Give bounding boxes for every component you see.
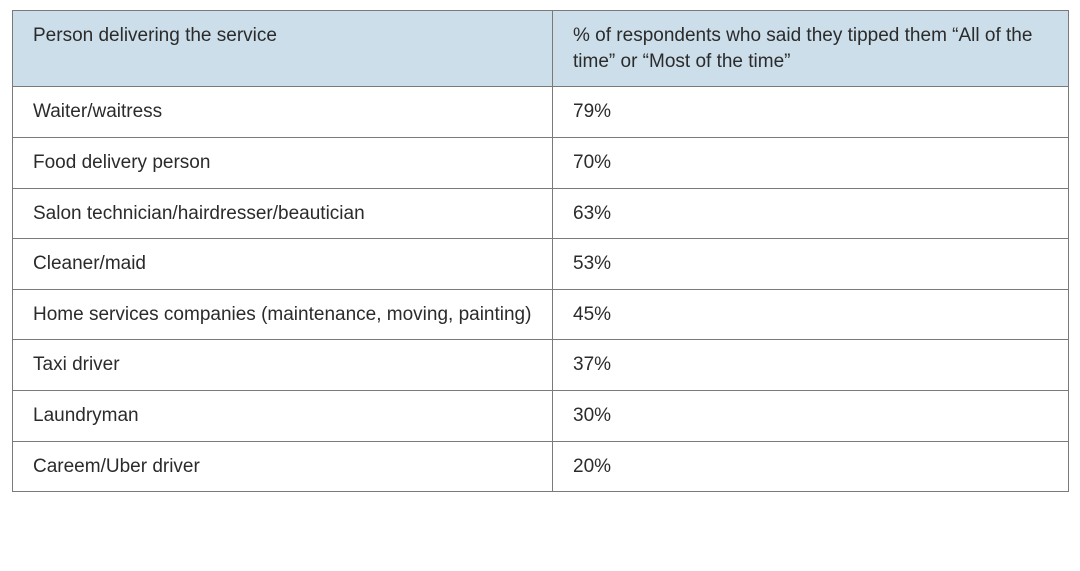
table-row: Waiter/waitress 79% bbox=[13, 87, 1069, 138]
cell-percent: 53% bbox=[553, 239, 1069, 290]
table-row: Cleaner/maid 53% bbox=[13, 239, 1069, 290]
table-row: Taxi driver 37% bbox=[13, 340, 1069, 391]
table-row: Home services companies (maintenance, mo… bbox=[13, 289, 1069, 340]
cell-service: Waiter/waitress bbox=[13, 87, 553, 138]
table-body: Waiter/waitress 79% Food delivery person… bbox=[13, 87, 1069, 492]
cell-percent: 37% bbox=[553, 340, 1069, 391]
table-row: Salon technician/hairdresser/beautician … bbox=[13, 188, 1069, 239]
table-row: Laundryman 30% bbox=[13, 391, 1069, 442]
cell-percent: 70% bbox=[553, 137, 1069, 188]
cell-service: Food delivery person bbox=[13, 137, 553, 188]
cell-service: Laundryman bbox=[13, 391, 553, 442]
cell-service: Home services companies (maintenance, mo… bbox=[13, 289, 553, 340]
cell-service: Taxi driver bbox=[13, 340, 553, 391]
cell-percent: 45% bbox=[553, 289, 1069, 340]
cell-percent: 79% bbox=[553, 87, 1069, 138]
col-header-percent: % of respondents who said they tipped th… bbox=[553, 11, 1069, 87]
cell-percent: 30% bbox=[553, 391, 1069, 442]
table-head: Person delivering the service % of respo… bbox=[13, 11, 1069, 87]
table-row: Careem/Uber driver 20% bbox=[13, 441, 1069, 492]
cell-service: Salon technician/hairdresser/beautician bbox=[13, 188, 553, 239]
cell-percent: 63% bbox=[553, 188, 1069, 239]
cell-percent: 20% bbox=[553, 441, 1069, 492]
col-header-service: Person delivering the service bbox=[13, 11, 553, 87]
table-container: Person delivering the service % of respo… bbox=[0, 0, 1080, 502]
table-row: Food delivery person 70% bbox=[13, 137, 1069, 188]
cell-service: Careem/Uber driver bbox=[13, 441, 553, 492]
cell-service: Cleaner/maid bbox=[13, 239, 553, 290]
table-header-row: Person delivering the service % of respo… bbox=[13, 11, 1069, 87]
tipping-table: Person delivering the service % of respo… bbox=[12, 10, 1069, 492]
